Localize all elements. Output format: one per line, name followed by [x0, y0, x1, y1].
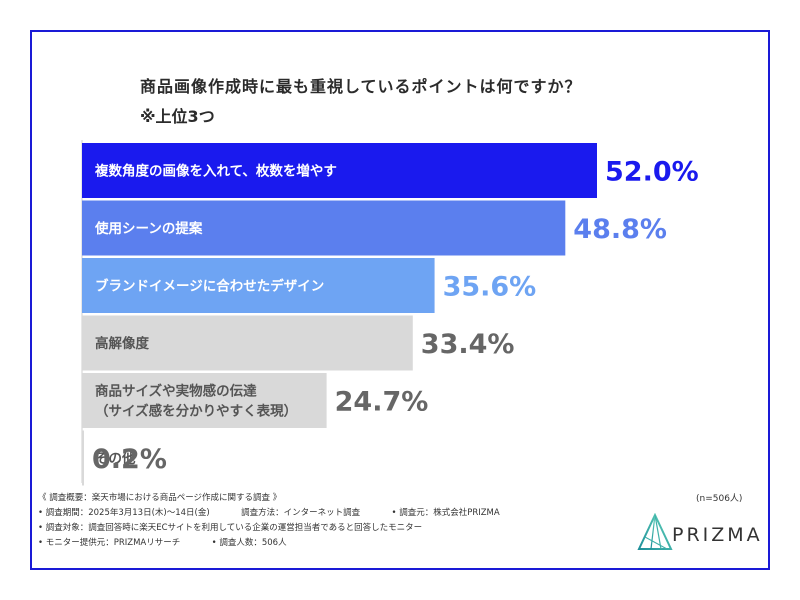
value-label-5: 0.2%	[92, 444, 167, 475]
bar-3	[82, 315, 413, 371]
footer-period: • 調査期間：2025年3月13日(木)〜14日(金)	[38, 508, 210, 518]
value-label-3: 33.4%	[421, 329, 515, 360]
footer-provider: • モニター提供元：PRIZMAリサーチ	[38, 538, 181, 548]
bars-group: 複数角度の画像を入れて、枚数を増やす 52.0% 使用シーンの提案 48.8% ブランド…	[82, 143, 699, 486]
prizma-logo-icon	[637, 513, 673, 550]
value-label-0: 52.0%	[605, 157, 699, 188]
footer-row-2: • 調査期間：2025年3月13日(木)〜14日(金) 調査方法：インターネット…	[38, 506, 598, 521]
bar-5	[82, 430, 84, 486]
value-label-1: 48.8%	[573, 214, 667, 245]
bar-label-3: 高解像度	[95, 335, 149, 352]
sample-size-label: (n=506人)	[696, 494, 743, 504]
footer-target: • 調査対象：調査回答時に楽天ECサイトを利用している企業の運営担当者であると回…	[38, 523, 423, 533]
footer-method: 調査方法：インターネット調査	[241, 508, 361, 518]
value-label-2: 35.6%	[443, 272, 537, 303]
footer-count: • 調査人数：506人	[211, 538, 287, 548]
bar-label-1: 使用シーンの提案	[94, 220, 203, 237]
footer-row-4: • モニター提供元：PRIZMAリサーチ • 調査人数：506人	[38, 536, 598, 551]
bar-1	[82, 200, 566, 256]
logo-text: PRIZMA	[672, 524, 763, 546]
bar-label-2: ブランドイメージに合わせたデザイン	[95, 278, 324, 295]
bar-2	[82, 258, 435, 313]
bar-4	[82, 373, 327, 428]
value-label-4: 24.7%	[335, 387, 429, 418]
bar-label-4: 商品サイズや実物感の伝達（サイズ感を分かりやすく表現）	[95, 383, 297, 420]
footer-source: • 調査元：株式会社PRIZMA	[391, 508, 500, 518]
survey-footer: 《 調査概要：楽天市場における商品ページ作成に関する調査 》 • 調査期間：20…	[38, 491, 598, 551]
chart-title: 商品画像作成時に最も重視しているポイントは何ですか？	[140, 77, 582, 96]
footer-summary: 《 調査概要：楽天市場における商品ページ作成に関する調査 》	[38, 493, 282, 503]
bar-label-0: 複数角度の画像を入れて、枚数を増やす	[94, 163, 337, 180]
chart-subtitle: ※上位3つ	[140, 107, 215, 126]
bar-0	[82, 143, 597, 198]
bar-label-5: その他	[95, 450, 136, 467]
